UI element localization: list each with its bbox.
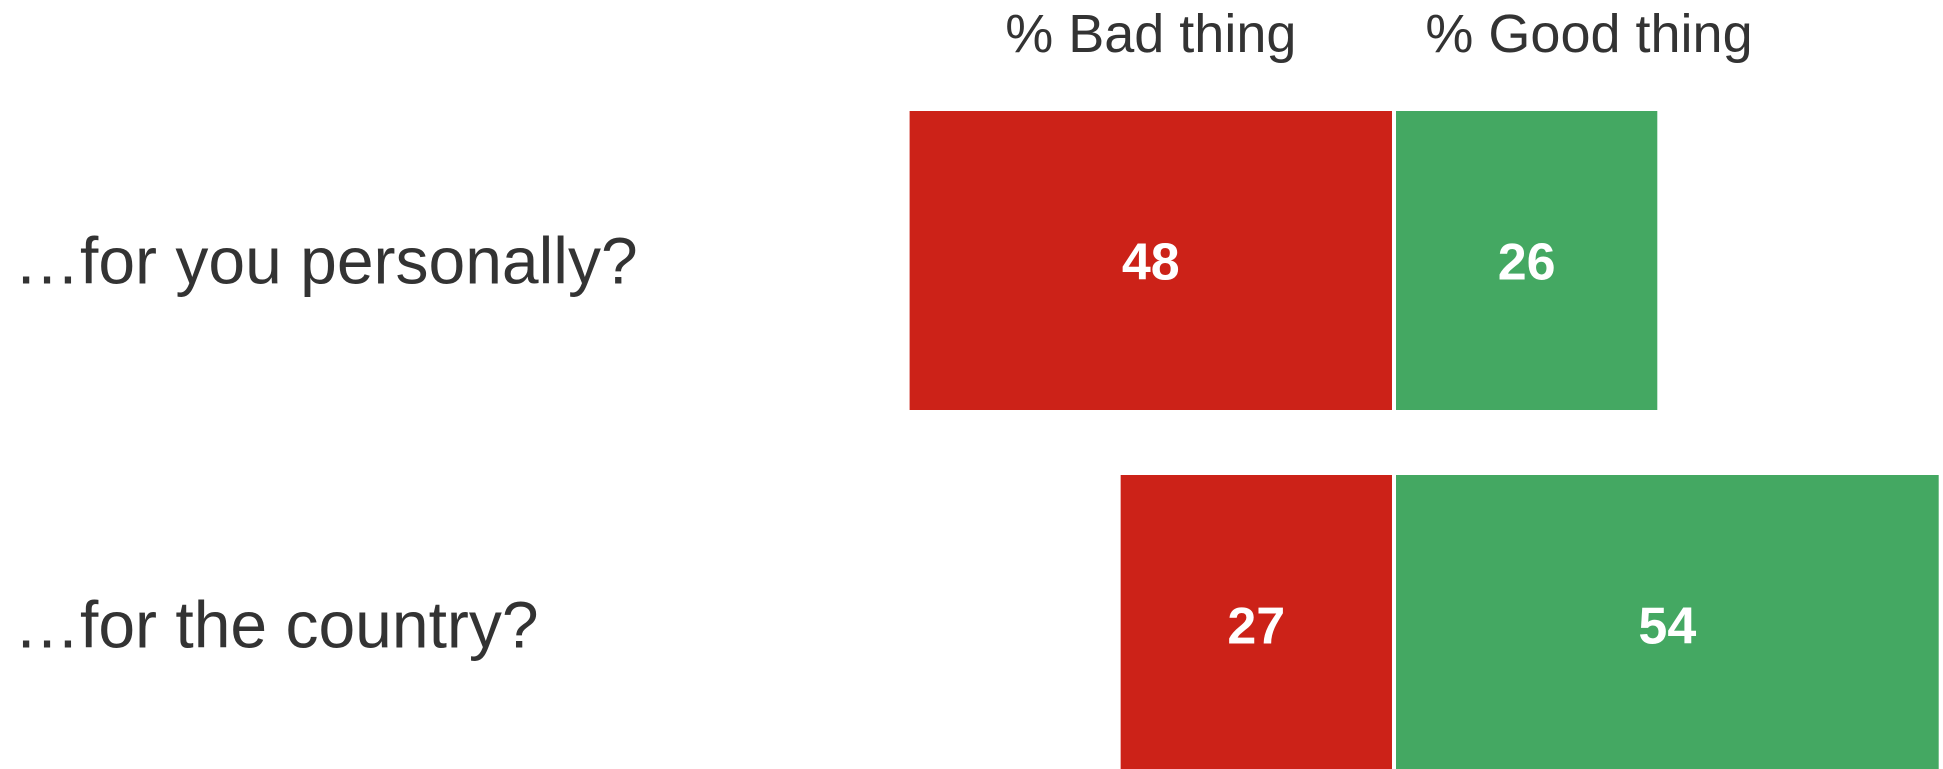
data-label-bad-thing: 48 xyxy=(1122,234,1180,292)
bar-good-thing xyxy=(1396,111,1658,410)
row-label: …for the country? xyxy=(14,588,539,662)
data-label-good-thing: 26 xyxy=(1498,234,1556,292)
data-label-bad-thing: 27 xyxy=(1227,598,1285,656)
bar-bad-thing xyxy=(1120,475,1392,769)
chart-row: …for the country? 27 54 xyxy=(14,475,1939,769)
chart-rows: …for you personally? 48 26 …for the country… xyxy=(14,111,1939,769)
data-label-good-thing: 54 xyxy=(1638,598,1696,656)
row-label: …for you personally? xyxy=(14,224,638,298)
chart-row: …for you personally? 48 26 xyxy=(14,111,1658,410)
header-bad-thing: % Bad thing xyxy=(1005,4,1296,64)
header-good-thing: % Good thing xyxy=(1425,4,1752,64)
bar-bad-thing xyxy=(909,111,1392,410)
column-headers: % Bad thing % Good thing xyxy=(1005,4,1752,64)
bar-good-thing xyxy=(1396,475,1939,769)
